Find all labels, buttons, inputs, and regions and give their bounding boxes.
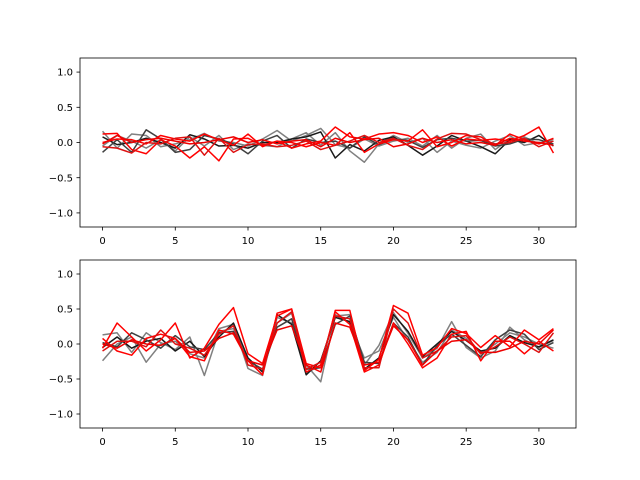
- top-y-tick-label: −0.5: [49, 173, 73, 184]
- top-x-tick-label: 30: [533, 236, 546, 247]
- bottom-series-line-7: [102, 322, 554, 373]
- bottom-y-tick-label: −1.0: [49, 410, 73, 421]
- top-x-tick-label: 10: [242, 236, 255, 247]
- bottom-x-tick-label: 30: [533, 437, 546, 448]
- bottom-y-tick-label: −0.5: [49, 375, 73, 386]
- bottom-subplot: 0 5 10 15 20 25 30 −1.0 −0.5 0.0 0.5 1.0: [49, 259, 577, 448]
- top-x-tick-label: 5: [172, 236, 178, 247]
- top-y-tick-label: 0.0: [57, 138, 73, 149]
- top-x-tick-label: 15: [314, 236, 327, 247]
- bottom-x-tick-label: 0: [99, 437, 105, 448]
- bottom-x-tick-label: 15: [314, 437, 327, 448]
- bottom-y-tick-label: 0.0: [57, 340, 73, 351]
- top-series-line-2: [102, 131, 554, 159]
- top-series-line-0: [101, 127, 554, 151]
- bottom-y-tick-label: 1.0: [57, 270, 73, 281]
- top-x-tick-label: 0: [99, 236, 105, 247]
- top-series-line-6: [102, 132, 554, 156]
- top-subplot: 0 5 10 15 20 25 30 −1.0 −0.5 0.0 0.5 1.0: [49, 57, 577, 247]
- top-x-tick-label: 25: [460, 236, 473, 247]
- bottom-x-tick-label: 20: [387, 437, 400, 448]
- top-y-tick-label: 1.0: [57, 68, 73, 79]
- bottom-x-tick-label: 5: [172, 437, 178, 448]
- bottom-x-tick-label: 10: [242, 437, 255, 448]
- top-series-line-5: [102, 129, 554, 154]
- top-series-line-7: [102, 134, 554, 148]
- top-x-tick-label: 20: [387, 236, 400, 247]
- bottom-x-tick-label: 25: [460, 437, 473, 448]
- top-series-line-4: [102, 126, 555, 162]
- top-y-tick-label: 0.5: [57, 103, 73, 114]
- top-y-tick-label: −1.0: [49, 209, 73, 220]
- bottom-y-tick-label: 0.5: [57, 305, 73, 316]
